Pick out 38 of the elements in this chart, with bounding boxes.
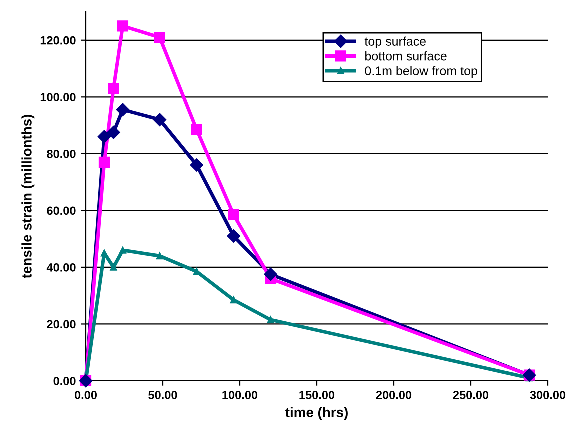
- x-tick-label: 50.00: [148, 391, 178, 400]
- x-tick-label: 250.00: [453, 391, 489, 400]
- point: [154, 32, 166, 44]
- y-tick-label: 80.00: [47, 150, 76, 158]
- legend-label: 0.1m below from top: [365, 66, 478, 78]
- x-tick-label: 150.00: [300, 391, 335, 400]
- point: [107, 126, 120, 140]
- x-tick-label: 0.00: [74, 391, 98, 400]
- legend-label: bottom surface: [366, 52, 447, 61]
- y-tick-label: 40.00: [46, 263, 76, 272]
- point: [117, 20, 129, 32]
- y-tick-label: 0.00: [54, 377, 76, 386]
- y-tick-label: 100.00: [40, 93, 76, 102]
- point: [98, 130, 112, 144]
- y-tick-label: 60.00: [47, 206, 76, 216]
- x-axis-title: time (hrs): [286, 407, 348, 420]
- point: [98, 156, 110, 168]
- point: [110, 264, 118, 271]
- point: [264, 268, 278, 282]
- point: [116, 103, 130, 117]
- point: [230, 296, 238, 304]
- point: [227, 230, 240, 243]
- point: [228, 209, 240, 221]
- point: [153, 113, 167, 126]
- x-tick-label: 300.00: [530, 391, 566, 400]
- point: [101, 250, 108, 257]
- point: [190, 158, 204, 172]
- point: [108, 83, 120, 94]
- y-tick-label: 20.00: [47, 320, 76, 329]
- x-tick-label: 100.00: [222, 391, 258, 400]
- y-tick-label: 120.00: [40, 36, 76, 45]
- point: [267, 316, 274, 324]
- legend-label: top surface: [364, 36, 426, 48]
- x-tick-label: 200.00: [376, 391, 412, 400]
- point: [191, 124, 202, 136]
- point: [119, 246, 126, 254]
- y-axis-title: tensile strain (millionths): [22, 114, 35, 279]
- point: [156, 252, 164, 260]
